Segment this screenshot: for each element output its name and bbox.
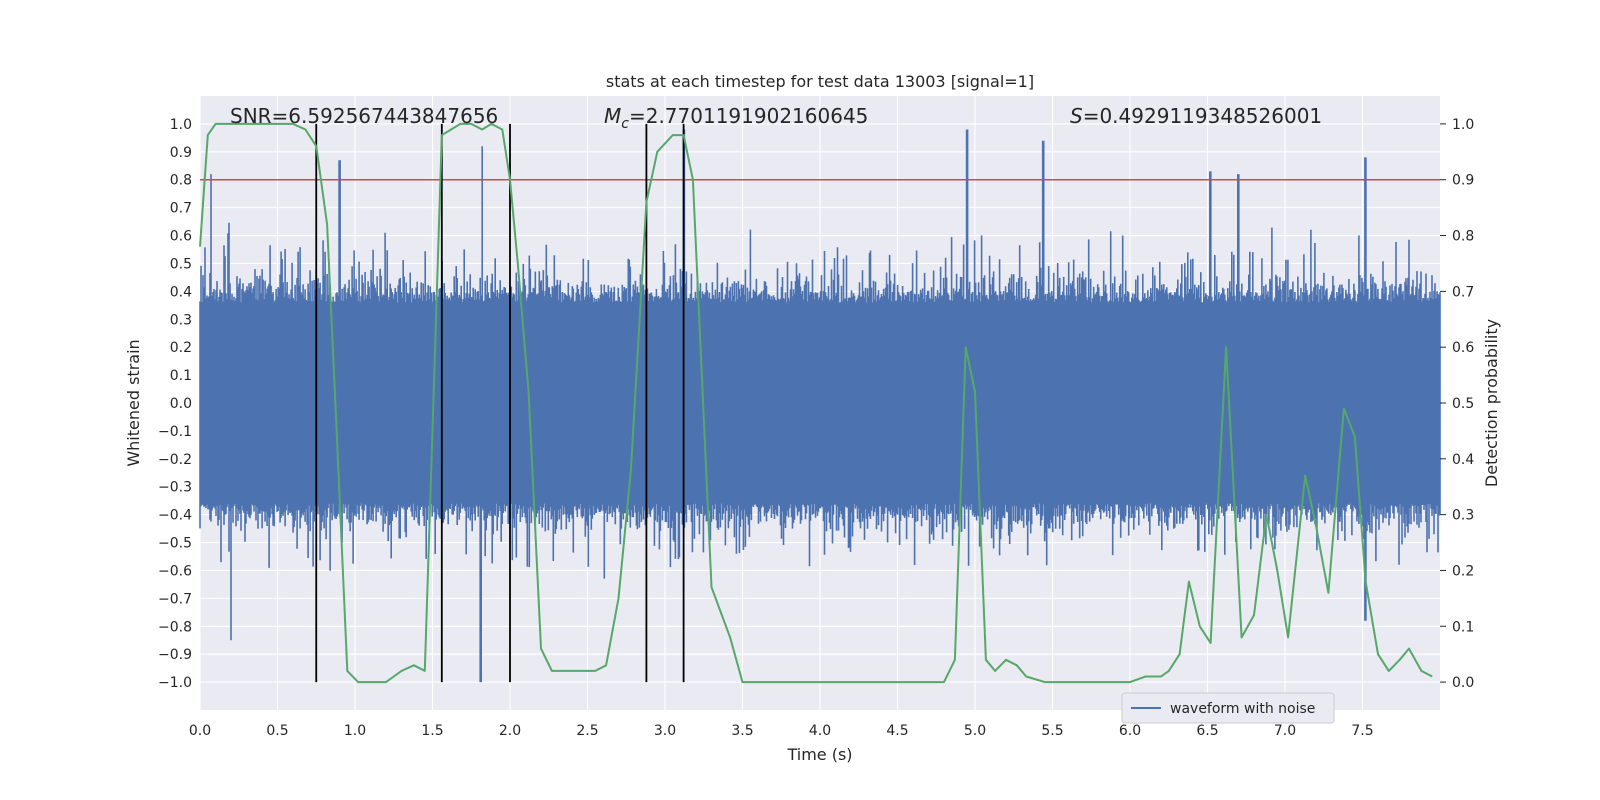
y-right-tick-label: 0.0	[1452, 675, 1474, 691]
y-right-tick-label: 0.8	[1452, 229, 1474, 245]
legend: waveform with noise	[1121, 692, 1335, 724]
y-tick-label: −0.5	[158, 536, 192, 552]
s-symbol: S	[1070, 104, 1083, 128]
x-axis: 0.0 0.5 1.0 1.5 2.0 2.5 3.0 3.5 4.0 4.5 5.0 5.5 6.0 6…	[189, 723, 1374, 739]
y-tick-label: −0.8	[158, 619, 192, 635]
x-tick-label: 2.5	[576, 723, 598, 739]
right-y-axis: 1.0 0.9 0.8 0.7 0.6 0.5 0.4 0.3 0.2 0.1 0.0	[1440, 117, 1474, 691]
x-tick-label: 7.5	[1351, 723, 1373, 739]
chart-title: stats at each timestep for test data 130…	[606, 72, 1034, 91]
x-tick-label: 2.0	[499, 723, 521, 739]
y-right-tick-label: 0.2	[1452, 563, 1474, 579]
x-tick-label: 4.5	[886, 723, 908, 739]
s-value: =0.4929119348526001	[1083, 104, 1322, 128]
chirp-mass-value: =2.7701191902160645	[629, 104, 868, 128]
y-tick-label: 1.0	[170, 117, 192, 133]
y-right-tick-label: 0.3	[1452, 508, 1474, 524]
y-right-tick-label: 1.0	[1452, 117, 1474, 133]
y-tick-label: −0.7	[158, 591, 192, 607]
y-tick-label: 0.7	[170, 201, 192, 217]
y-tick-label: −1.0	[158, 675, 192, 691]
chirp-mass-symbol: M	[604, 104, 621, 128]
x-tick-label: 5.0	[964, 723, 986, 739]
x-tick-label: 0.5	[266, 723, 288, 739]
x-tick-label: 6.0	[1119, 723, 1141, 739]
y-tick-label: −0.4	[158, 508, 192, 524]
y-right-tick-label: 0.1	[1452, 619, 1474, 635]
probability-line	[199, 122, 1433, 684]
legend-box	[1121, 692, 1335, 724]
y-right-tick-label: 0.4	[1452, 452, 1474, 468]
probability-series	[199, 122, 1433, 684]
snr-annotation: SNR=6.592567443847656	[230, 104, 498, 128]
y-tick-label: 0.8	[170, 173, 192, 189]
y-tick-label: 0.2	[170, 340, 192, 356]
x-tick-label: 5.5	[1041, 723, 1063, 739]
x-tick-label: 3.0	[654, 723, 676, 739]
y-axis-right-label: Detection probability	[1482, 319, 1501, 487]
s-annotation: S=0.4929119348526001	[1070, 104, 1322, 128]
y-tick-label: −0.9	[158, 647, 192, 663]
chirp-mass-annotation: Mc=2.7701191902160645	[604, 104, 868, 132]
x-tick-label: 0.0	[189, 723, 211, 739]
y-tick-label: 0.6	[170, 229, 192, 245]
chirp-mass-subscript: c	[621, 116, 629, 132]
x-tick-label: 3.5	[731, 723, 753, 739]
vertical-markers	[315, 123, 685, 683]
y-axis-label: Whitened strain	[124, 339, 143, 466]
y-tick-label: 0.0	[170, 396, 192, 412]
y-tick-label: −0.2	[158, 452, 192, 468]
x-tick-label: 4.0	[809, 723, 831, 739]
y-tick-label: 0.5	[170, 256, 192, 272]
x-tick-label: 6.5	[1196, 723, 1218, 739]
x-tick-label: 1.5	[421, 723, 443, 739]
y-tick-label: −0.3	[158, 480, 192, 496]
y-tick-label: −0.6	[158, 563, 192, 579]
x-tick-label: 7.0	[1274, 723, 1296, 739]
left-y-axis: 1.0 0.9 0.8 0.7 0.6 0.5 0.4 0.3 0.2 0.1 0.0 −0.1 −0.…	[158, 117, 192, 691]
y-right-tick-label: 0.7	[1452, 284, 1474, 300]
y-tick-label: 0.1	[170, 368, 192, 384]
y-right-tick-label: 0.9	[1452, 173, 1474, 189]
y-tick-label: −0.1	[158, 424, 192, 440]
x-axis-label: Time (s)	[786, 745, 852, 764]
legend-label: waveform with noise	[1170, 701, 1315, 717]
waveform-core	[200, 302, 1440, 504]
y-tick-label: 0.4	[170, 284, 192, 300]
y-right-tick-label: 0.5	[1452, 396, 1474, 412]
y-tick-label: 0.3	[170, 312, 192, 328]
y-tick-label: 0.9	[170, 145, 192, 161]
y-right-tick-label: 0.6	[1452, 340, 1474, 356]
x-tick-label: 1.0	[344, 723, 366, 739]
